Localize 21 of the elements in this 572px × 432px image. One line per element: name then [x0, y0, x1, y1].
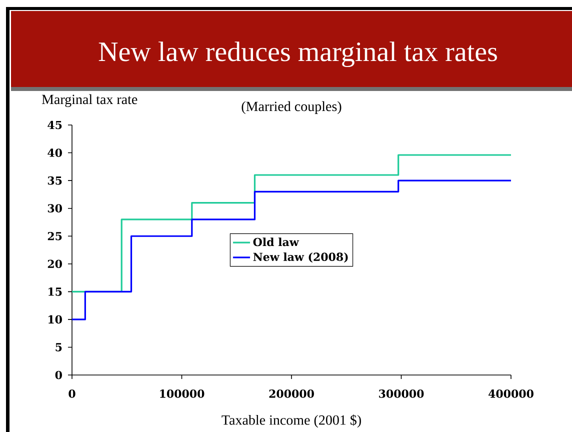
y-tick-label: 25	[48, 232, 62, 240]
legend-label: Old law	[253, 238, 300, 246]
y-tick-label: 0	[55, 370, 62, 380]
x-axis-title: Taxable income (2001 $)	[222, 414, 361, 428]
y-tick-label: 5	[56, 343, 62, 352]
legend-label: New law (2008)	[253, 252, 348, 263]
y-tick-label: 40	[48, 148, 62, 157]
y-tick-label: 20	[48, 260, 62, 268]
y-tick-label: 15	[48, 288, 62, 296]
x-tick-label: 0	[68, 390, 76, 398]
chart-title: New law reduces marginal tax rates	[98, 42, 497, 68]
y-tick-label: 30	[48, 204, 62, 212]
x-tick-label: 200000	[269, 390, 314, 398]
chart-subtitle: (Married couples)	[242, 101, 342, 114]
y-tick-label: 35	[48, 176, 62, 185]
y-tick-label: 10	[48, 315, 62, 324]
x-tick-label: 400000	[488, 390, 534, 398]
y-axis-title: Marginal tax rate	[42, 94, 138, 108]
x-tick-label: 100000	[160, 390, 204, 398]
x-tick-label: 300000	[379, 390, 424, 398]
y-tick-label: 45	[48, 120, 62, 130]
